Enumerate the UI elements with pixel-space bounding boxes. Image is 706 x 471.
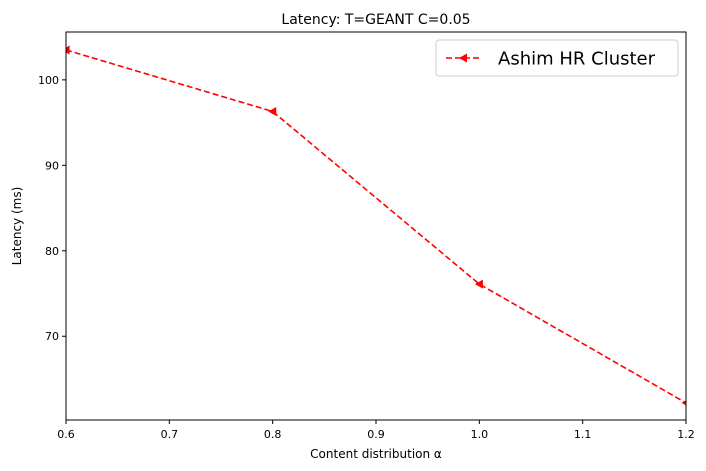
plot-area: 0.6 0.7 0.8 0.9 1.0 1.1 1.2 70 80 90 100 xyxy=(38,45,695,441)
legend: Ashim HR Cluster xyxy=(435,39,679,77)
axes-frame xyxy=(65,31,687,421)
y-tick-label: 80 xyxy=(45,245,59,258)
x-axis-label: Content distribution α xyxy=(310,447,442,461)
y-tick-label: 70 xyxy=(45,330,59,343)
series-line xyxy=(66,49,686,404)
x-tick-label: 1.0 xyxy=(471,428,489,441)
chart-title: Latency: T=GEANT C=0.05 xyxy=(281,12,470,28)
x-tick-label: 1.2 xyxy=(677,428,695,441)
x-tick-label: 0.9 xyxy=(367,428,385,441)
series-group xyxy=(66,45,686,406)
data-point xyxy=(66,45,70,55)
legend-box xyxy=(435,39,679,77)
legend-marker xyxy=(459,53,467,63)
data-point xyxy=(474,279,483,289)
legend-label: Ashim HR Cluster xyxy=(498,49,656,70)
y-tick-label: 90 xyxy=(45,159,59,172)
y-tick-label: 100 xyxy=(38,74,59,87)
data-point xyxy=(681,400,686,406)
x-tick-label: 0.8 xyxy=(264,428,282,441)
data-point xyxy=(268,106,277,116)
x-tick-label: 1.1 xyxy=(574,428,592,441)
x-tick-label: 0.6 xyxy=(57,428,75,441)
y-axis-label: Latency (ms) xyxy=(10,187,24,266)
x-tick-label: 0.7 xyxy=(161,428,179,441)
